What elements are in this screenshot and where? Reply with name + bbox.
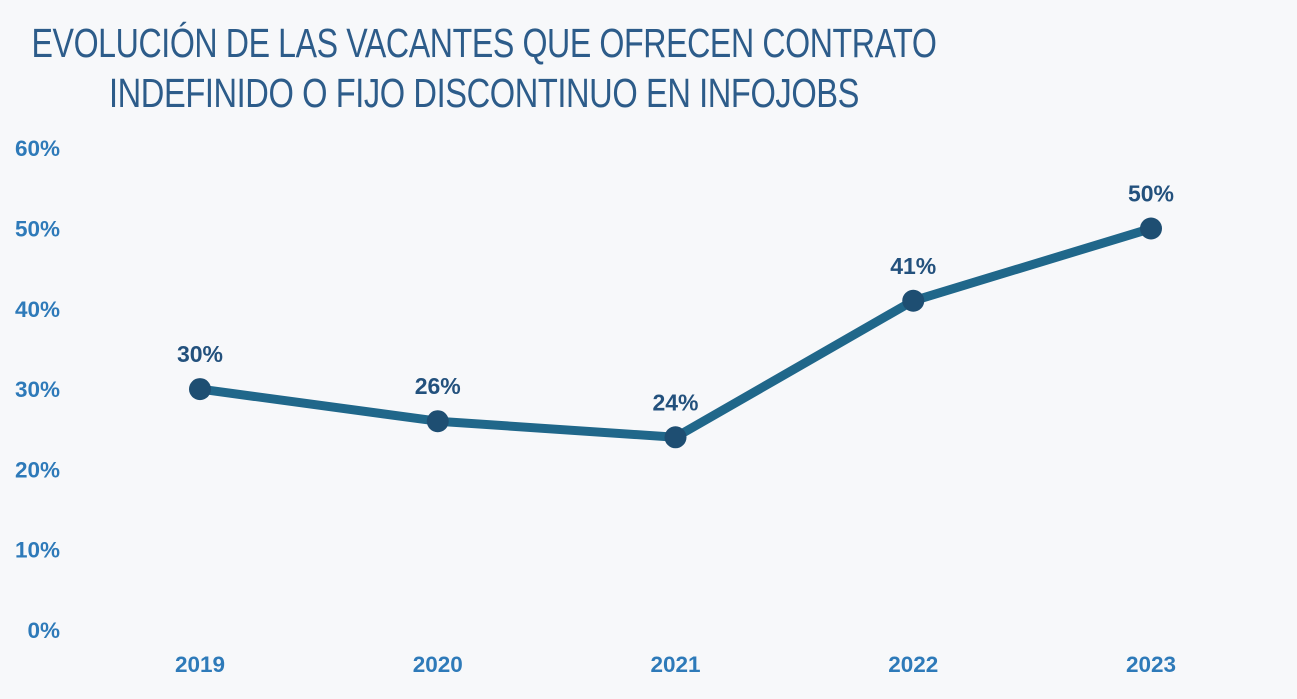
x-axis-tick-label: 2022 [888,652,938,677]
y-axis-tick-label: 60% [15,136,60,161]
chart-title-line-2: INDEFINIDO O FIJO DISCONTINUO EN INFOJOB… [109,70,859,116]
data-point-marker [189,378,211,401]
data-point-label: 41% [890,253,936,279]
y-axis-tick-label: 50% [15,217,60,242]
x-axis-tick-label: 2023 [1126,652,1176,677]
data-point-label: 24% [652,389,698,415]
data-point-marker [1140,217,1162,240]
y-axis-tick-label: 20% [15,457,60,482]
data-point-marker [426,410,449,433]
data-point-label: 50% [1128,181,1174,207]
data-point-marker [902,289,925,312]
y-axis-tick-label: 30% [15,377,60,402]
y-axis-tick-label: 10% [15,538,60,563]
data-point-label: 30% [177,341,223,367]
y-axis-tick-label: 40% [15,297,60,322]
y-axis-tick-label: 0% [27,618,60,643]
x-axis-tick-label: 2020 [413,652,463,677]
data-point-marker [664,426,687,449]
chart-title-line-1: EVOLUCIÓN DE LAS VACANTES QUE OFRECEN CO… [32,20,937,66]
x-axis-tick-label: 2021 [650,652,700,677]
x-axis-tick-label: 2019 [175,652,225,677]
data-point-label: 26% [415,373,461,399]
